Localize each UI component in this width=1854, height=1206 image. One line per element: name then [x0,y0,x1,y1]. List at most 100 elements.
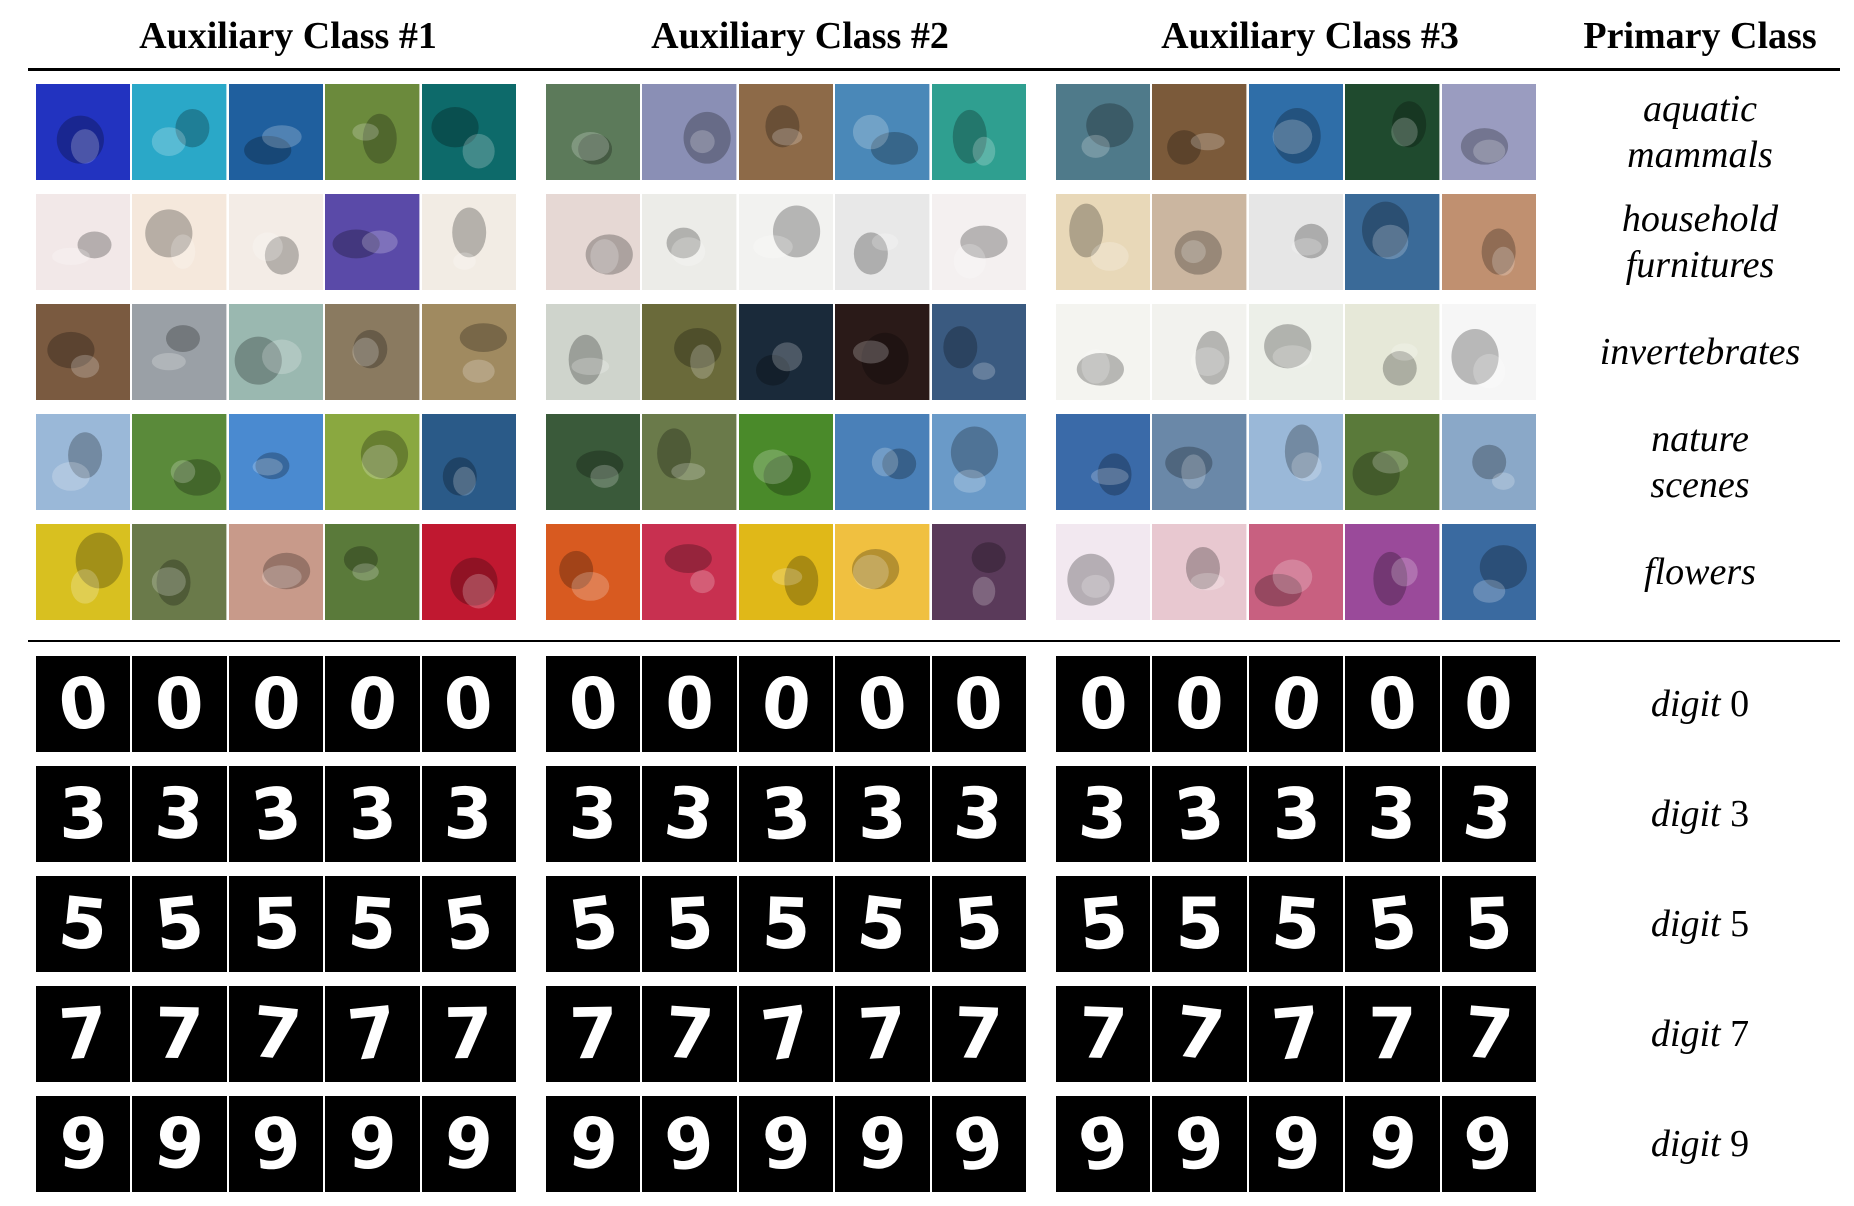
digit-label-word: digit [1650,683,1721,725]
digit-glyph: 7 [154,992,205,1076]
digit-glyph: 7 [1077,992,1129,1076]
digit-image: 3 [132,766,227,862]
digit-glyph: 0 [953,662,1005,746]
digit-image: 0 [835,656,930,752]
digit-image: 3 [1248,766,1344,862]
thumbnail-image [228,414,324,510]
thumbnail-image [546,84,641,180]
digit-glyph: 9 [855,1101,910,1187]
thumbnail-image [421,304,516,400]
digit-glyph: 3 [246,770,306,858]
thumbnail-image [835,194,930,290]
thumbnail-image [36,84,131,180]
digit-image: 7 [835,986,930,1082]
thumbnail-image [421,524,516,620]
digit-image: 3 [1441,766,1536,862]
digit-image: 9 [1441,1096,1536,1192]
thumbnail-image [642,194,737,290]
digit-glyph: 0 [758,661,814,747]
digit-label-value: 5 [1720,903,1750,945]
label-line: aquatic [1643,88,1757,130]
thumbnail-image [931,304,1026,400]
digit-label: digit 0 [1560,681,1840,727]
digit-image: 0 [642,656,737,752]
digit-image: 5 [738,876,834,972]
digit-glyph: 3 [443,772,495,856]
header-aux-1: Auxiliary Class #1 [139,15,437,57]
header-primary: Primary Class [1583,15,1817,57]
digit-image: 0 [546,656,641,752]
digit-glyph: 5 [345,881,400,967]
thumbnail-image [1345,524,1440,620]
digit-image: 5 [1056,876,1151,972]
image-group [36,194,516,290]
digit-glyph: 5 [663,881,717,967]
thumbnail-image [642,414,737,510]
digit-label: digit 3 [1560,791,1840,837]
digit-image: 0 [36,656,131,752]
digit-image: 7 [642,986,737,1082]
digit-image: 5 [228,876,324,972]
digit-glyph: 9 [661,1100,719,1188]
digit-glyph: 0 [53,660,114,748]
digit-image: 7 [1248,986,1344,1082]
primary-class-label: digit 7 [1560,986,1840,1082]
digit-glyph: 0 [1266,660,1326,748]
digit-image: 3 [546,766,641,862]
image-group [36,414,516,510]
thumbnail-image [931,414,1026,510]
thumbnail-image [228,84,324,180]
digit-glyph: 5 [54,880,112,968]
digit-glyph: 7 [662,991,717,1077]
thumbnail-image [1441,84,1536,180]
thumbnail-image [1056,414,1151,510]
digit-glyph: 5 [250,882,302,966]
primary-class-label: digit 0 [1560,656,1840,752]
digit-glyph: 9 [1363,1100,1422,1188]
digit-glyph: 7 [1368,993,1417,1075]
thumbnail-image [1345,304,1440,400]
label-line: household [1621,198,1779,240]
digit-image: 7 [1345,986,1440,1082]
digit-image: 3 [325,766,420,862]
digit-glyph: 3 [1458,770,1519,858]
primary-class-label: household furnitures [1560,194,1840,290]
digit-image: 0 [738,656,834,752]
digit-glyph: 5 [563,880,624,968]
digit-image: 0 [132,656,227,752]
digit-glyph: 7 [343,990,401,1078]
thumbnail-image [738,524,834,620]
thumbnail-image [1248,84,1344,180]
label-line: furnitures [1625,244,1775,286]
digit-glyph: 9 [149,1100,210,1188]
digit-glyph: 9 [56,1101,110,1187]
digit-image: 3 [642,766,737,862]
digit-glyph: 5 [760,882,812,966]
thumbnail-image [325,414,420,510]
digit-glyph: 7 [756,990,816,1078]
digit-image: 9 [642,1096,737,1192]
digit-image: 7 [36,986,131,1082]
digit-glyph: 3 [758,771,814,857]
digit-glyph: 5 [438,880,499,968]
digit-image: 5 [1441,876,1536,972]
digit-image: 0 [1152,656,1247,752]
digit-image: 9 [1248,1096,1344,1192]
digit-image: 5 [931,876,1026,972]
digit-glyph: 9 [948,1100,1009,1188]
digit-label: digit 7 [1560,1011,1840,1057]
thumbnail-image [1152,304,1247,400]
thumbnail-image [835,414,930,510]
header-aux-3: Auxiliary Class #3 [1161,15,1459,57]
thumbnail-image [325,194,420,290]
thumbnail-image [1248,304,1344,400]
digit-image: 7 [1441,986,1536,1082]
digit-image: 0 [228,656,324,752]
digit-image: 5 [421,876,516,972]
